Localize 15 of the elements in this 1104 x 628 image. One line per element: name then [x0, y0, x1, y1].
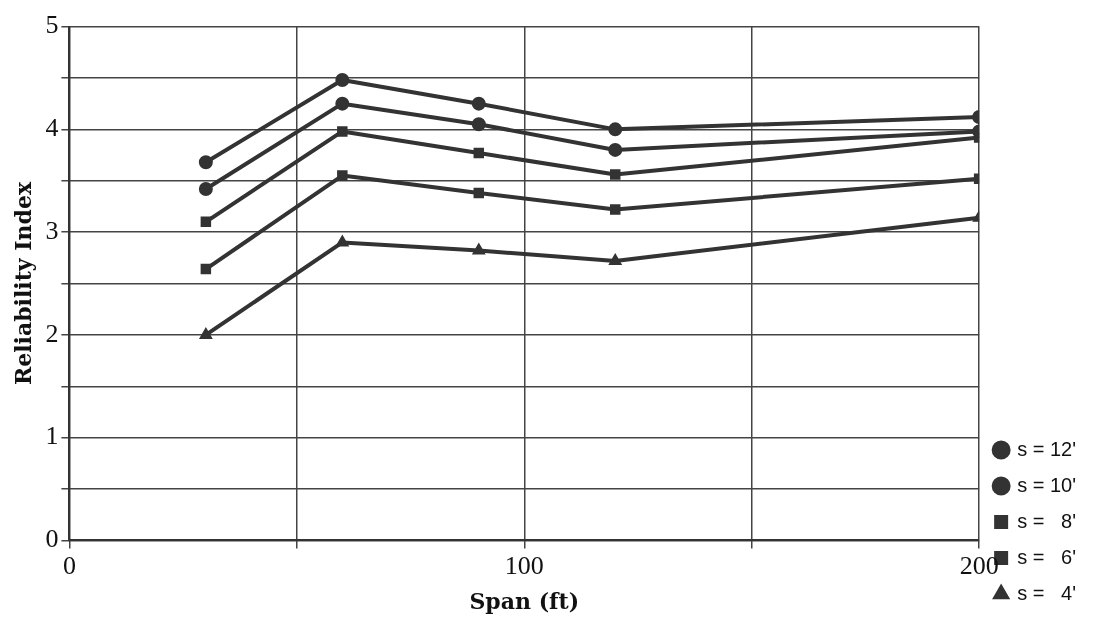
x-axis-title: Span (ft) — [469, 587, 580, 614]
x-tick-label: 100 — [504, 550, 544, 580]
y-tick-label: 2 — [45, 318, 59, 348]
legend-label: s = 4' — [1017, 581, 1076, 604]
y-tick-label: 3 — [45, 215, 59, 245]
y-tick-label: 1 — [45, 421, 59, 451]
x-tick-label: 200 — [959, 550, 999, 580]
y-axis-title: Reliability Index — [9, 181, 36, 386]
legend-label: s = 10' — [1017, 473, 1076, 496]
legend-label: s = 12' — [1017, 437, 1076, 460]
y-tick-label: 5 — [45, 10, 59, 40]
legend-label: s = 8' — [1017, 509, 1076, 532]
y-tick-label: 0 — [45, 524, 59, 554]
y-tick-label: 4 — [45, 113, 59, 143]
legend-label: s = 6' — [1017, 545, 1076, 568]
